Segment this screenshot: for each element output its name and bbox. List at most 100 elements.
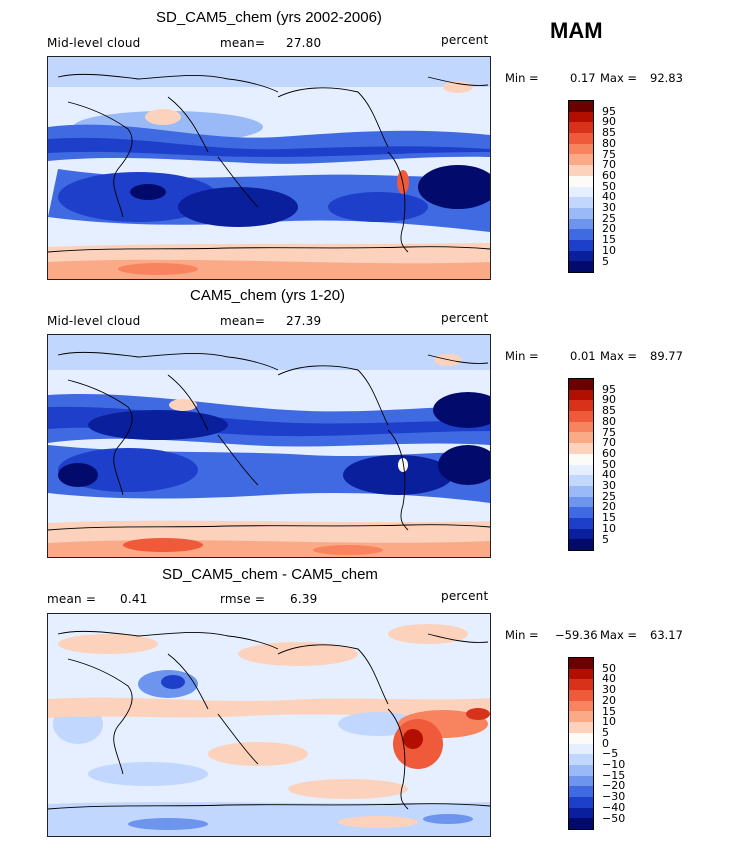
- panel-3-max-label: Max =: [600, 628, 638, 642]
- colorbar-label: 15: [602, 233, 616, 247]
- colorbar-label: 80: [602, 414, 616, 428]
- panel-2-variable: Mid-level cloud: [47, 314, 141, 328]
- colorbar-label: 90: [602, 115, 616, 129]
- colorbar-swatch: [569, 154, 593, 166]
- panel-1-map: [47, 56, 491, 280]
- colorbar-swatch: [569, 175, 593, 187]
- colorbar-label: 75: [602, 147, 616, 161]
- colorbar-swatch: [569, 261, 593, 272]
- colorbar-label: 90: [602, 393, 616, 407]
- colorbar-swatch: [569, 239, 593, 251]
- colorbar-swatch: [569, 400, 593, 412]
- colorbar-label: 5: [602, 532, 609, 546]
- panel-3-colorbar: [568, 657, 594, 830]
- panel-1-title: SD_CAM5_chem (yrs 2002-2006): [156, 9, 382, 26]
- colorbar-label: −40: [602, 800, 626, 814]
- colorbar-label: −20: [602, 779, 626, 793]
- colorbar-label: 10: [602, 715, 616, 729]
- panel-2-mean-label: mean=: [220, 314, 266, 328]
- colorbar-label: 40: [602, 672, 616, 686]
- colorbar-label: 70: [602, 158, 616, 172]
- colorbar-swatch: [569, 143, 593, 155]
- colorbar-swatch: [569, 250, 593, 262]
- colorbar-swatch: [569, 507, 593, 518]
- panel-2-title: CAM5_chem (yrs 1-20): [190, 287, 346, 304]
- colorbar-label: 75: [602, 425, 616, 439]
- colorbar-label: 30: [602, 201, 616, 214]
- colorbar-swatch: [569, 133, 593, 144]
- colorbar-label: 95: [602, 104, 616, 118]
- colorbar-swatch: [569, 528, 593, 540]
- colorbar-swatch: [569, 165, 593, 176]
- panel-3-max-value: 63.17: [650, 628, 683, 642]
- panel-2-max-value: 89.77: [650, 349, 683, 363]
- panel-1-min-value: 0.17: [570, 71, 596, 85]
- colorbar-label: 5: [602, 254, 609, 268]
- colorbar-swatch: [569, 207, 593, 219]
- panel-3-min-value: −59.36: [555, 628, 598, 642]
- colorbar-swatch: [569, 197, 593, 208]
- colorbar-swatch: [569, 464, 593, 476]
- panel-1-mean-label: mean=: [220, 36, 266, 50]
- colorbar-label: 20: [602, 693, 616, 707]
- colorbar-swatch: [569, 658, 593, 669]
- colorbar-swatch: [569, 122, 593, 134]
- colorbar-label: −50: [602, 811, 626, 825]
- colorbar-label: 85: [602, 126, 616, 140]
- colorbar-label: 15: [602, 704, 616, 718]
- colorbar-swatch: [569, 700, 593, 712]
- panel-1-variable: Mid-level cloud: [47, 36, 141, 50]
- colorbar-swatch: [569, 496, 593, 508]
- colorbar-label: 30: [602, 683, 616, 697]
- panel-1-colorbar: [568, 100, 594, 273]
- colorbar-swatch: [569, 668, 593, 680]
- panel-2-map-field: [48, 335, 490, 557]
- colorbar-swatch: [569, 379, 593, 390]
- colorbar-swatch: [569, 443, 593, 454]
- colorbar-label: 80: [602, 136, 616, 150]
- season-label: MAM: [550, 18, 603, 43]
- colorbar-swatch: [569, 111, 593, 123]
- colorbar-swatch: [569, 807, 593, 819]
- colorbar-label: 85: [602, 404, 616, 418]
- colorbar-label: 95: [602, 382, 616, 396]
- colorbar-label: −30: [602, 790, 626, 804]
- colorbar-swatch: [569, 411, 593, 422]
- colorbar-swatch: [569, 743, 593, 755]
- colorbar-swatch: [569, 539, 593, 550]
- colorbar-label: 20: [602, 500, 616, 514]
- panel-3-rmse-value: 6.39: [290, 592, 318, 606]
- colorbar-label: 25: [602, 211, 616, 225]
- panel-1-map-field: [48, 57, 490, 279]
- panel-1-units: percent: [441, 33, 489, 47]
- panel-1-mean-value: 27.80: [286, 36, 322, 50]
- colorbar-swatch: [569, 432, 593, 444]
- colorbar-swatch: [569, 764, 593, 776]
- colorbar-swatch: [569, 453, 593, 465]
- colorbar-label: 60: [602, 168, 616, 182]
- colorbar-swatch: [569, 679, 593, 691]
- colorbar-label: 50: [602, 661, 616, 675]
- colorbar-swatch: [569, 485, 593, 497]
- colorbar-swatch: [569, 475, 593, 486]
- panel-3-map-field: [48, 614, 490, 836]
- panel-3-rmse-label: rmse =: [220, 592, 266, 606]
- colorbar-swatch: [569, 754, 593, 765]
- colorbar-swatch: [569, 732, 593, 744]
- panel-3-mean-value: 0.41: [120, 592, 148, 606]
- colorbar-label: 25: [602, 489, 616, 503]
- panel-2-map: [47, 334, 491, 558]
- panel-2-colorbar: [568, 378, 594, 551]
- colorbar-swatch: [569, 186, 593, 198]
- colorbar-swatch: [569, 722, 593, 733]
- colorbar-swatch: [569, 786, 593, 797]
- colorbar-swatch: [569, 796, 593, 808]
- panel-2-min-label: Min =: [505, 349, 539, 363]
- colorbar-swatch: [569, 818, 593, 829]
- colorbar-label: 70: [602, 436, 616, 450]
- colorbar-label: −10: [602, 758, 626, 771]
- panel-1-max-value: 92.83: [650, 71, 683, 85]
- panel-3-map: [47, 613, 491, 837]
- colorbar-swatch: [569, 517, 593, 529]
- colorbar-swatch: [569, 421, 593, 433]
